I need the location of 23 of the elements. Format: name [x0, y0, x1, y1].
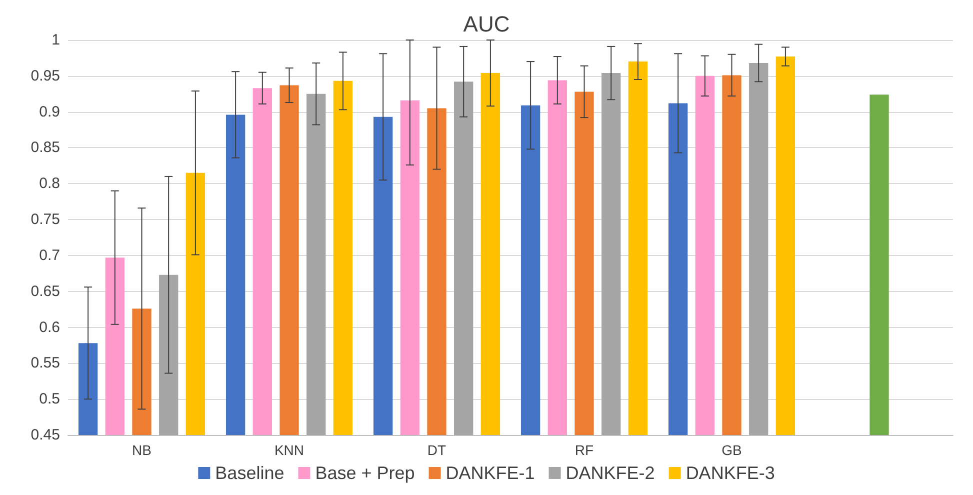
y-tick-label: 0.75: [30, 211, 60, 228]
legend-label: Baseline: [215, 463, 284, 483]
y-tick-label: 0.5: [39, 390, 60, 408]
x-tick-label: NB: [132, 442, 152, 458]
chart-title: AUC: [463, 12, 510, 36]
x-tick-label: KNN: [274, 442, 304, 458]
x-tick-label: GB: [722, 442, 742, 458]
legend-label: DANKFE-2: [566, 463, 655, 483]
y-tick-label: 0.95: [30, 67, 60, 84]
y-tick-label: 1: [52, 32, 60, 48]
y-tick-label: 0.55: [30, 354, 60, 372]
legend-label: DANKFE-3: [686, 463, 775, 483]
y-tick-label: 0.85: [30, 139, 60, 156]
y-tick-label: 0.6: [39, 318, 60, 336]
y-tick-label: 0.8: [39, 175, 60, 192]
y-tick-label: 0.9: [39, 103, 60, 120]
legend-label: Base + Prep: [315, 463, 415, 483]
y-tick-label: 0.65: [30, 282, 60, 300]
x-tick-label: RF: [574, 442, 594, 458]
y-tick-label: 0.7: [39, 246, 60, 264]
legend-label: DANKFE-1: [446, 463, 535, 483]
y-tick-label: 0.45: [30, 426, 60, 444]
x-tick-label: DT: [427, 442, 447, 458]
